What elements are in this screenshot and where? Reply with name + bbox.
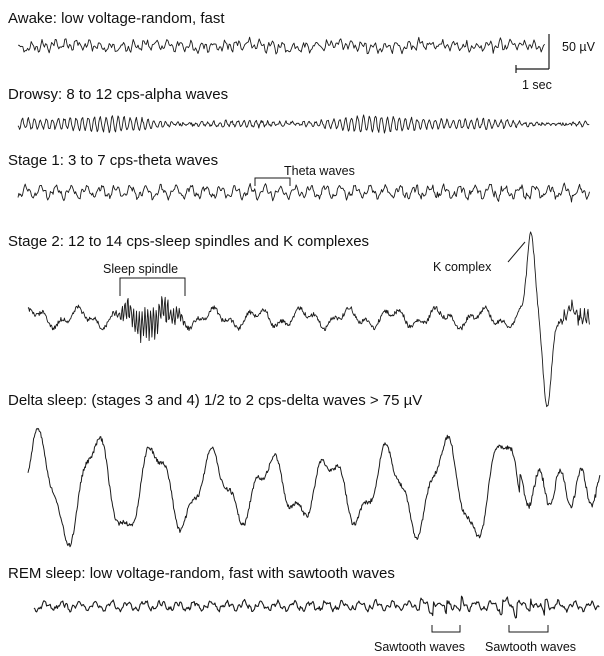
annotation-sawtooth-waves-1: Sawtooth waves <box>374 640 466 654</box>
delta-trace <box>27 427 601 548</box>
annotation-sawtooth-waves-2: Sawtooth waves <box>485 640 577 654</box>
annotation-k-complex: K complex <box>433 260 492 274</box>
scale-bar-time-label: 1 sec <box>522 78 552 92</box>
stage-label-delta: Delta sleep: (stages 3 and 4) 1/2 to 2 c… <box>8 392 423 409</box>
awake-trace <box>17 36 546 55</box>
annotation-sleep-spindle: Sleep spindle <box>103 262 179 276</box>
stage-label-awake: Awake: low voltage-random, fast <box>8 10 225 27</box>
stage-label-rem: REM sleep: low voltage-random, fast with… <box>8 565 395 582</box>
stage2-trace <box>27 231 590 408</box>
sleep-spindle-bracket <box>119 277 186 296</box>
stage-label-stage2: Stage 2: 12 to 14 cps-sleep spindles and… <box>8 233 370 250</box>
drowsy-trace <box>17 114 590 134</box>
theta-waves-bracket <box>254 177 291 186</box>
annotation-theta-waves: Theta waves <box>284 164 355 178</box>
rem-trace <box>33 595 600 619</box>
scale-bar <box>516 34 550 70</box>
scale-bar-voltage-label: 50 µV <box>562 40 595 54</box>
stage-label-drowsy: Drowsy: 8 to 12 cps-alpha waves <box>8 86 229 103</box>
stage1-trace <box>17 182 590 203</box>
sawtooth-bracket-1 <box>431 625 461 633</box>
stage-label-stage1: Stage 1: 3 to 7 cps-theta waves <box>8 152 219 169</box>
k-complex-pointer <box>507 241 526 263</box>
sawtooth-bracket-2 <box>508 625 549 633</box>
